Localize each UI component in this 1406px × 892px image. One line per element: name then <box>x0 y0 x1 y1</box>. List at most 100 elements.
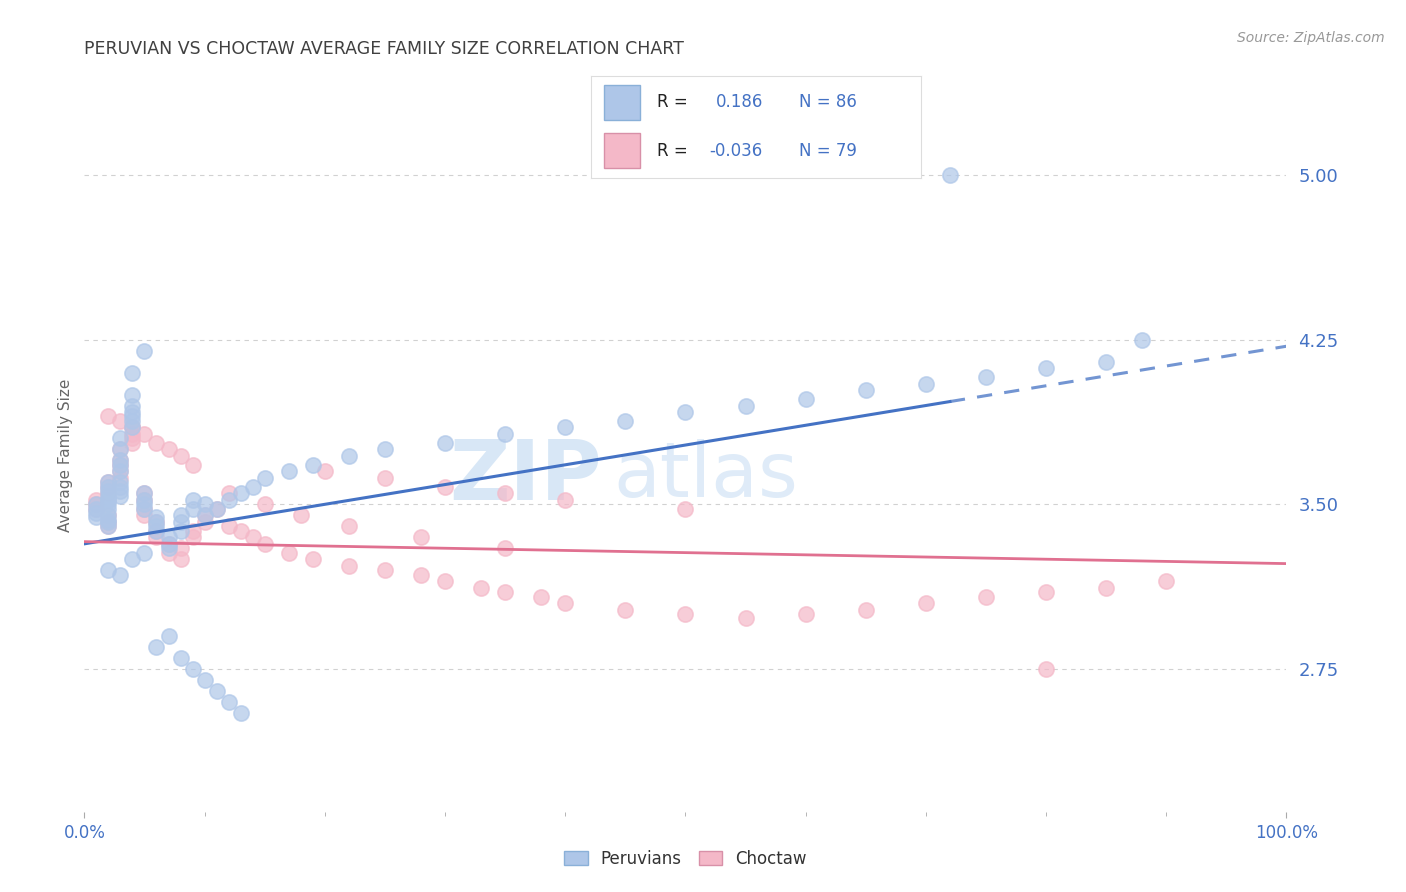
Point <box>915 376 938 391</box>
Point <box>1035 662 1057 676</box>
Point <box>675 501 697 516</box>
Point <box>229 524 252 538</box>
Point <box>97 515 120 529</box>
Point <box>734 611 756 625</box>
Point <box>169 515 191 529</box>
Point <box>194 508 217 523</box>
Point <box>554 420 576 434</box>
Point <box>97 563 120 577</box>
Point <box>110 458 132 472</box>
Text: PERUVIAN VS CHOCTAW AVERAGE FAMILY SIZE CORRELATION CHART: PERUVIAN VS CHOCTAW AVERAGE FAMILY SIZE … <box>84 40 685 58</box>
Point <box>494 541 516 556</box>
Point <box>97 475 120 490</box>
Point <box>218 695 240 709</box>
Point <box>794 607 817 621</box>
Y-axis label: Average Family Size: Average Family Size <box>58 378 73 532</box>
Point <box>494 585 516 599</box>
Point <box>134 343 156 358</box>
Point <box>434 480 457 494</box>
Point <box>794 392 817 406</box>
Point <box>97 492 120 507</box>
Point <box>86 501 108 516</box>
Point <box>157 530 180 544</box>
Point <box>97 486 120 500</box>
Point <box>169 651 191 665</box>
Point <box>253 497 276 511</box>
Point <box>145 524 167 538</box>
Text: Source: ZipAtlas.com: Source: ZipAtlas.com <box>1237 31 1385 45</box>
Point <box>110 432 132 446</box>
Point <box>470 581 492 595</box>
Point <box>134 492 156 507</box>
Point <box>855 603 877 617</box>
Point <box>97 501 120 516</box>
Point <box>1095 354 1118 368</box>
Point <box>86 497 108 511</box>
Point <box>409 567 432 582</box>
Point <box>110 567 132 582</box>
Point <box>181 530 204 544</box>
Point <box>337 558 360 573</box>
Point <box>229 486 252 500</box>
Point <box>110 458 132 472</box>
Point <box>554 492 576 507</box>
Point <box>121 409 143 424</box>
Point <box>145 519 167 533</box>
Point <box>915 596 938 610</box>
Point <box>194 515 217 529</box>
Point <box>110 464 132 478</box>
Point <box>157 541 180 556</box>
Point <box>110 453 132 467</box>
Text: ZIP: ZIP <box>449 436 602 516</box>
Point <box>97 484 120 499</box>
Text: atlas: atlas <box>613 440 799 513</box>
Point <box>121 427 143 442</box>
Point <box>277 464 299 478</box>
Point <box>145 524 167 538</box>
Point <box>939 168 962 182</box>
Point <box>97 475 120 490</box>
Point <box>134 501 156 516</box>
Point <box>277 546 299 560</box>
Point <box>253 537 276 551</box>
Point <box>374 471 396 485</box>
Point <box>134 508 156 523</box>
Point <box>205 501 228 516</box>
Point <box>121 387 143 401</box>
Point <box>855 383 877 397</box>
Point <box>169 552 191 566</box>
Point <box>97 519 120 533</box>
Point <box>181 524 204 538</box>
Point <box>121 420 143 434</box>
Point <box>169 541 191 556</box>
Point <box>734 399 756 413</box>
Point <box>121 435 143 450</box>
Point <box>554 596 576 610</box>
Point <box>157 629 180 643</box>
Point <box>97 515 120 529</box>
Text: N = 79: N = 79 <box>799 142 856 160</box>
Point <box>374 442 396 457</box>
Point <box>1130 333 1153 347</box>
Point <box>110 442 132 457</box>
Text: R =: R = <box>657 94 693 112</box>
Point <box>110 414 132 428</box>
Text: -0.036: -0.036 <box>710 142 762 160</box>
Point <box>110 489 132 503</box>
Point <box>974 370 997 384</box>
Point <box>97 497 120 511</box>
Point <box>110 453 132 467</box>
Point <box>110 471 132 485</box>
Point <box>290 508 312 523</box>
Point <box>145 435 167 450</box>
Point <box>494 427 516 442</box>
Point <box>97 519 120 533</box>
Point <box>97 492 120 507</box>
Point <box>218 492 240 507</box>
Point <box>169 449 191 463</box>
Point <box>1095 581 1118 595</box>
Point <box>409 530 432 544</box>
Point <box>181 662 204 676</box>
Point <box>110 480 132 494</box>
Point <box>97 508 120 523</box>
